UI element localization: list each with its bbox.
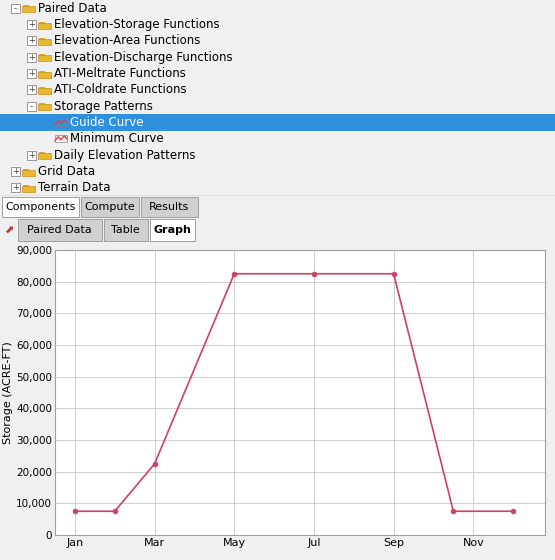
- Bar: [55, 119, 67, 125]
- Text: Results: Results: [149, 202, 189, 212]
- Bar: [38, 88, 51, 94]
- Text: +: +: [28, 53, 35, 62]
- Bar: [23, 5, 28, 8]
- Bar: [150, 219, 194, 241]
- Bar: [38, 72, 51, 77]
- Bar: [2, 197, 79, 217]
- Bar: [27, 151, 36, 160]
- Text: Elevation-Area Functions: Elevation-Area Functions: [54, 34, 200, 48]
- Text: ATI-Meltrate Functions: ATI-Meltrate Functions: [54, 67, 186, 80]
- Text: -: -: [30, 102, 33, 111]
- Bar: [81, 197, 139, 217]
- Bar: [55, 135, 67, 142]
- Text: Compute: Compute: [84, 202, 135, 212]
- Bar: [39, 38, 44, 41]
- Text: Graph: Graph: [153, 225, 191, 235]
- Bar: [38, 39, 51, 45]
- Text: +: +: [28, 20, 35, 29]
- Bar: [39, 87, 44, 90]
- Text: +: +: [28, 36, 35, 45]
- Bar: [27, 102, 36, 111]
- Bar: [39, 21, 44, 25]
- Bar: [38, 55, 51, 61]
- Text: Table: Table: [112, 225, 140, 235]
- Bar: [39, 71, 44, 73]
- Text: Elevation-Discharge Functions: Elevation-Discharge Functions: [54, 50, 233, 64]
- Text: +: +: [12, 183, 19, 192]
- Text: Terrain Data: Terrain Data: [38, 181, 110, 194]
- Bar: [39, 152, 44, 155]
- Bar: [27, 20, 36, 29]
- Bar: [27, 53, 36, 62]
- Text: Minimum Curve: Minimum Curve: [70, 132, 164, 146]
- Text: Guide Curve: Guide Curve: [70, 116, 144, 129]
- Y-axis label: Storage (ACRE-FT): Storage (ACRE-FT): [3, 341, 13, 444]
- Bar: [27, 69, 36, 78]
- Bar: [23, 169, 28, 171]
- Bar: [18, 219, 102, 241]
- Bar: [22, 170, 35, 175]
- Bar: [38, 104, 51, 110]
- Bar: [0, 114, 555, 130]
- Text: Paired Data: Paired Data: [27, 225, 92, 235]
- Bar: [11, 167, 20, 176]
- Text: +: +: [28, 151, 35, 160]
- Bar: [23, 185, 28, 188]
- Bar: [11, 4, 20, 13]
- Bar: [27, 85, 36, 94]
- Bar: [38, 153, 51, 159]
- Text: ATI-Coldrate Functions: ATI-Coldrate Functions: [54, 83, 186, 96]
- Text: Paired Data: Paired Data: [38, 2, 107, 15]
- Text: +: +: [28, 85, 35, 94]
- Bar: [103, 219, 148, 241]
- Bar: [22, 186, 35, 192]
- Text: Components: Components: [6, 202, 75, 212]
- Bar: [39, 103, 44, 106]
- Text: +: +: [12, 167, 19, 176]
- Text: ⬈: ⬈: [4, 225, 13, 235]
- Text: Storage Patterns: Storage Patterns: [54, 100, 153, 113]
- Text: -: -: [14, 4, 17, 13]
- Bar: [39, 54, 44, 57]
- Text: Elevation-Storage Functions: Elevation-Storage Functions: [54, 18, 220, 31]
- Text: +: +: [28, 69, 35, 78]
- Bar: [38, 22, 51, 29]
- Bar: [27, 36, 36, 45]
- Bar: [140, 197, 198, 217]
- Bar: [11, 183, 20, 192]
- Text: Grid Data: Grid Data: [38, 165, 95, 178]
- Bar: [22, 6, 35, 12]
- Text: Daily Elevation Patterns: Daily Elevation Patterns: [54, 148, 195, 162]
